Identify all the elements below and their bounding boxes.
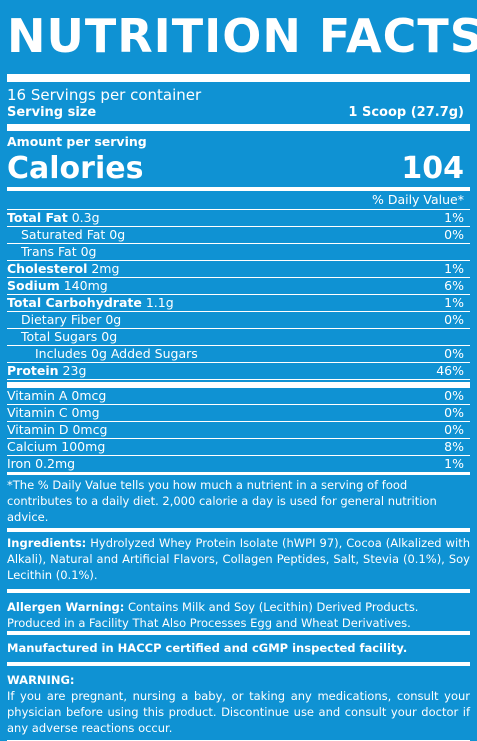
allergen-text: Contains Milk and Soy (Lecithin) Derived… — [124, 600, 419, 614]
divider-footnote-top — [7, 473, 470, 475]
vitamin-label: Iron 0.2mg — [7, 456, 76, 471]
vitamin-daily-value: 0% — [444, 405, 464, 420]
nutrient-amount: 2mg — [87, 261, 120, 276]
manufactured-statement: Manufactured in HACCP certified and cGMP… — [7, 641, 408, 655]
vitamin-row: Vitamin D 0mcg 0% — [7, 422, 470, 439]
nutrient-daily-value: 46% — [436, 363, 464, 378]
vitamin-label: Calcium 100mg — [7, 439, 106, 454]
divider-manufactured — [7, 631, 470, 635]
vitamin-row: Vitamin A 0mcg 0% — [7, 388, 470, 405]
nutrient-daily-value: 1% — [444, 261, 464, 276]
nutrient-row: Total Fat 0.3g 1% — [7, 210, 470, 227]
ingredients-label: Ingredients: — [7, 536, 87, 550]
nutrient-amount: 23g — [58, 363, 87, 378]
nutrient-name: Protein — [7, 363, 59, 378]
daily-value-header: % Daily Value* — [371, 192, 464, 207]
vitamin-daily-value: 0% — [444, 388, 464, 403]
calories-row: Calories 104 — [7, 151, 470, 187]
vitamin-row: Iron 0.2mg 1% — [7, 456, 470, 473]
nutrient-daily-value: 1% — [444, 210, 464, 225]
warning-label: WARNING: — [7, 673, 75, 687]
vitamin-row: Vitamin C 0mg 0% — [7, 405, 470, 422]
nutrient-name: Total Fat — [7, 210, 68, 225]
nutrient-amount: Saturated Fat 0g — [21, 227, 126, 242]
divider-dv-header — [7, 209, 470, 210]
nutrients-list: Total Fat 0.3g 1% Saturated Fat 0g 0% Trans … — [7, 210, 470, 380]
nutrient-row: Dietary Fiber 0g 0% — [7, 312, 470, 329]
divider-allergen — [7, 589, 470, 593]
nutrient-label: Total Sugars 0g — [21, 329, 117, 345]
vitamin-daily-value: 8% — [444, 439, 464, 454]
nutrient-amount: Trans Fat 0g — [21, 244, 97, 259]
nutrient-row: Saturated Fat 0g 0% — [7, 227, 470, 244]
servings-per-container: 16 Servings per container — [7, 86, 202, 104]
calories-value: 104 — [401, 151, 464, 186]
nutrient-amount: 1.1g — [141, 295, 174, 310]
daily-value-footnote: *The % Daily Value tells you how much a … — [7, 478, 437, 524]
nutrient-daily-value: 0% — [444, 227, 464, 242]
nutrient-amount: 0.3g — [67, 210, 100, 225]
vitamin-label: Vitamin A 0mcg — [7, 388, 107, 403]
calories-label: Calories — [7, 151, 144, 186]
serving-size-label: Serving size — [7, 105, 97, 120]
vitamin-daily-value: 0% — [444, 422, 464, 437]
allergen-facility: Produced in a Facility That Also Process… — [7, 616, 411, 630]
nutrient-name: Cholesterol — [7, 261, 88, 276]
nutrient-row: Includes 0g Added Sugars 0% — [7, 346, 470, 363]
nutrient-row: Trans Fat 0g — [7, 244, 470, 261]
nutrient-label: Includes 0g Added Sugars — [35, 346, 198, 362]
divider-warning — [7, 662, 470, 666]
ingredients-text: Hydrolyzed Whey Protein Isolate (hWPI 97… — [7, 536, 470, 582]
warning-text: If you are pregnant, nursing a baby, or … — [7, 689, 470, 735]
label-title: NUTRITION FACTS — [7, 9, 477, 63]
divider-calories — [7, 187, 470, 191]
nutrition-facts-panel: NUTRITION FACTS 16 Servings per containe… — [7, 9, 477, 741]
nutrient-amount: 140mg — [59, 278, 108, 293]
vitamin-label: Vitamin C 0mg — [7, 405, 100, 420]
nutrient-amount: Dietary Fiber 0g — [21, 312, 122, 327]
warning-section: WARNING: If you are pregnant, nursing a … — [7, 672, 470, 736]
serving-size-value: 1 Scoop (27.7g) — [348, 105, 464, 120]
vitamin-label: Vitamin D 0mcg — [7, 422, 108, 437]
allergen-label: Allergen Warning: — [7, 600, 125, 614]
divider-top — [7, 74, 470, 82]
nutrient-label: Sodium 140mg — [7, 278, 108, 294]
nutrient-daily-value: 0% — [444, 346, 464, 361]
nutrient-row: Cholesterol 2mg 1% — [7, 261, 470, 278]
allergen-warning: Allergen Warning: Contains Milk and Soy … — [7, 599, 470, 631]
vitamin-row: Calcium 100mg 8% — [7, 439, 470, 456]
nutrient-label: Trans Fat 0g — [21, 244, 96, 260]
nutrient-label: Total Carbohydrate 1.1g — [7, 295, 174, 311]
nutrient-daily-value: 0% — [444, 312, 464, 327]
nutrient-label: Total Fat 0.3g — [7, 210, 100, 226]
nutrient-row: Protein 23g 46% — [7, 363, 470, 380]
divider-ingredients — [7, 528, 470, 532]
nutrient-row: Total Sugars 0g — [7, 329, 470, 346]
divider-vitamins — [7, 382, 470, 388]
nutrient-amount: Includes 0g Added Sugars — [35, 346, 198, 361]
nutrient-daily-value: 1% — [444, 295, 464, 310]
nutrient-row: Sodium 140mg 6% — [7, 278, 470, 295]
nutrient-label: Saturated Fat 0g — [21, 227, 125, 243]
amount-per-serving: Amount per serving — [7, 134, 147, 149]
nutrient-row: Total Carbohydrate 1.1g 1% — [7, 295, 470, 312]
nutrient-label: Cholesterol 2mg — [7, 261, 119, 277]
nutrient-name: Total Carbohydrate — [7, 295, 142, 310]
vitamin-daily-value: 1% — [444, 456, 464, 471]
nutrient-label: Dietary Fiber 0g — [21, 312, 121, 328]
nutrient-amount: Total Sugars 0g — [21, 329, 118, 344]
nutrient-daily-value: 6% — [444, 278, 464, 293]
vitamins-list: Vitamin A 0mcg 0% Vitamin C 0mg 0% Vitamin D… — [7, 388, 470, 473]
serving-size-row: Serving size 1 Scoop (27.7g) — [7, 104, 470, 122]
nutrient-label: Protein 23g — [7, 363, 86, 379]
ingredients: Ingredients: Hydrolyzed Whey Protein Iso… — [7, 535, 470, 583]
divider-serving — [7, 124, 470, 131]
nutrient-name: Sodium — [7, 278, 60, 293]
